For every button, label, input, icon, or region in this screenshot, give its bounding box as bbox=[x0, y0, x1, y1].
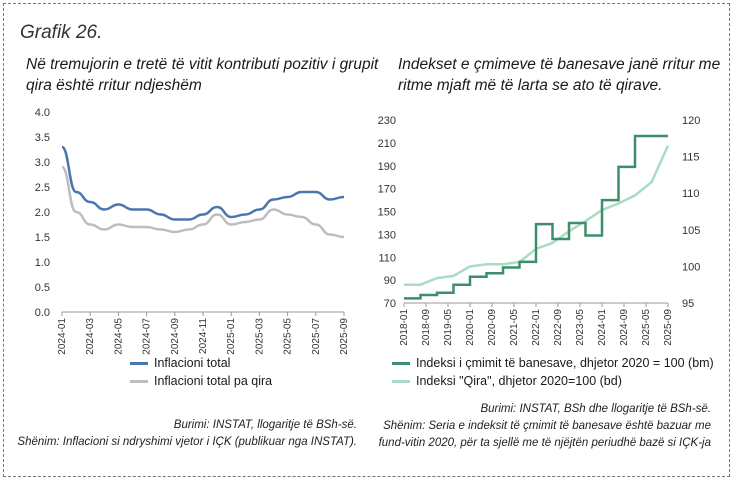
right-chart: 70 90 110 130 150 170 190 210 230 95 100 105 110 115 1… bbox=[378, 115, 701, 346]
series-line-inflacioni-total bbox=[60, 145, 345, 221]
y-left-tick-label-5: 170 bbox=[378, 184, 396, 196]
right-notes: Burimi: INSTAT, BSh dhe llogaritje të BS… bbox=[351, 401, 711, 452]
x-tick-label-5: 2021-05 bbox=[509, 309, 520, 346]
x-tick-label-9: 2024-01 bbox=[597, 309, 608, 346]
x-tick-label-5: 2024-11 bbox=[198, 318, 209, 354]
x-tick-label-2: 2019-05 bbox=[443, 309, 454, 346]
y-right-tick-label-4: 115 bbox=[682, 152, 700, 164]
y-tick-label-5: 2.5 bbox=[35, 182, 50, 194]
legend-label-indeksi-banesave: Indeksi i çmimit të banesave, dhjetor 20… bbox=[416, 356, 714, 370]
x-tick-label-11: 2025-05 bbox=[641, 309, 652, 346]
y-tick-label-2: 1.0 bbox=[35, 257, 50, 269]
x-tick-label-7: 2025-03 bbox=[254, 318, 265, 355]
legend-label-inflacioni-pa-qira: Inflacioni total pa qira bbox=[154, 374, 273, 388]
y-right-tick-label-2: 105 bbox=[682, 225, 700, 237]
x-tick-label-8: 2023-05 bbox=[575, 309, 586, 346]
legend-swatch-indeksi-qira bbox=[392, 379, 410, 383]
x-tick-label-8: 2025-05 bbox=[283, 318, 294, 355]
x-tick-label-3: 2024-07 bbox=[142, 318, 153, 355]
x-tick-label-3: 2020-01 bbox=[465, 309, 476, 346]
x-tick-label-4: 2024-09 bbox=[170, 318, 181, 355]
legend-item-indeksi-qira: Indeksi "Qira", dhjetor 2020=100 (bd) bbox=[392, 372, 714, 390]
y-tick-label-0: 0.0 bbox=[35, 307, 50, 319]
y-right-tick-label-0: 95 bbox=[682, 298, 694, 310]
legend-swatch-inflacioni-pa-qira bbox=[130, 379, 148, 383]
x-tick-label-6: 2025-01 bbox=[226, 318, 237, 355]
y-left-tick-label-4: 150 bbox=[378, 207, 396, 219]
y-left-tick-label-6: 190 bbox=[378, 161, 396, 173]
left-legend: Inflacioni total Inflacioni total pa qir… bbox=[130, 354, 272, 390]
x-tick-label-4: 2020-09 bbox=[487, 309, 498, 346]
legend-swatch-indeksi-banesave bbox=[392, 361, 410, 365]
y-tick-label-4: 2.0 bbox=[35, 207, 50, 219]
right-legend: Indeksi i çmimit të banesave, dhjetor 20… bbox=[392, 354, 714, 390]
y-left-tick-label-7: 210 bbox=[378, 138, 396, 150]
y-tick-label-1: 0.5 bbox=[35, 282, 50, 294]
left-notes: Burimi: INSTAT, llogaritje të BSh-së. Sh… bbox=[0, 417, 357, 451]
x-tick-label-1: 2018-09 bbox=[421, 309, 432, 346]
right-note-line1: Shënim: Seria e indeksit të çmimit të ba… bbox=[383, 420, 711, 432]
x-tick-label-1: 2024-03 bbox=[85, 318, 96, 355]
y-left-tick-label-3: 130 bbox=[378, 229, 396, 241]
legend-item-indeksi-banesave: Indeksi i çmimit të banesave, dhjetor 20… bbox=[392, 354, 714, 372]
y-left-tick-label-0: 70 bbox=[384, 298, 396, 310]
legend-item-inflacioni-total: Inflacioni total bbox=[130, 354, 272, 372]
right-title-line2: ritme mjaft më të larta se ato të qirave… bbox=[398, 77, 663, 94]
right-title-line1: Indekset e çmimeve të banesave janë rrit… bbox=[398, 56, 721, 73]
y-right-tick-label-1: 100 bbox=[682, 261, 700, 273]
x-tick-label-2: 2024-05 bbox=[113, 318, 124, 355]
y-tick-label-8: 4.0 bbox=[35, 107, 50, 119]
legend-label-inflacioni-total: Inflacioni total bbox=[154, 356, 231, 370]
x-tick-label-6: 2022-01 bbox=[531, 309, 542, 346]
left-note: Shënim: Inflacioni si ndryshimi vjetor i… bbox=[17, 436, 357, 448]
left-title-line2: qira është rritur ndjeshëm bbox=[26, 77, 202, 94]
figure-title: Grafik 26. bbox=[20, 22, 103, 43]
y-tick-label-6: 3.0 bbox=[35, 157, 50, 169]
y-left-tick-label-2: 110 bbox=[378, 252, 396, 264]
x-tick-label-12: 2025-09 bbox=[663, 309, 674, 346]
right-note-line2: fund-vitin 2020, për ta sjellë me të një… bbox=[378, 437, 711, 449]
y-tick-label-3: 1.5 bbox=[35, 232, 50, 244]
left-source: Burimi: INSTAT, llogaritje të BSh-së. bbox=[173, 419, 357, 431]
left-title-line1: Në tremujorin e tretë të vitit kontribut… bbox=[26, 56, 379, 73]
x-tick-label-0: 2024-01 bbox=[57, 318, 68, 355]
y-right-tick-label-3: 110 bbox=[682, 188, 700, 200]
figure-frame bbox=[3, 3, 730, 477]
x-tick-label-9: 2025-07 bbox=[311, 318, 322, 355]
x-tick-label-7: 2022-09 bbox=[553, 309, 564, 346]
legend-item-inflacioni-pa-qira: Inflacioni total pa qira bbox=[130, 372, 272, 390]
legend-label-indeksi-qira: Indeksi "Qira", dhjetor 2020=100 (bd) bbox=[416, 374, 622, 388]
series-line-indeksi-banesave bbox=[404, 134, 668, 300]
left-chart: 0.0 0.5 1.0 1.5 2.0 2.5 3.0 3.5 4.0 2024-01 2024-0… bbox=[35, 107, 350, 355]
right-source: Burimi: INSTAT, BSh dhe llogaritje të BS… bbox=[480, 403, 711, 415]
x-tick-label-0: 2018-01 bbox=[399, 309, 410, 346]
right-chart-title: Indekset e çmimeve të banesave janë rrit… bbox=[398, 54, 720, 96]
y-left-tick-label-8: 230 bbox=[378, 115, 396, 127]
x-tick-label-10: 2025-09 bbox=[339, 318, 350, 355]
legend-swatch-inflacioni-total bbox=[130, 361, 148, 365]
y-right-tick-label-5: 120 bbox=[682, 115, 700, 127]
y-left-tick-label-1: 90 bbox=[384, 275, 396, 287]
x-tick-label-10: 2024-09 bbox=[619, 309, 630, 346]
series-line-inflacioni-pa-qira bbox=[60, 165, 345, 239]
y-tick-label-7: 3.5 bbox=[35, 132, 50, 144]
left-chart-title: Në tremujorin e tretë të vitit kontribut… bbox=[26, 54, 378, 96]
